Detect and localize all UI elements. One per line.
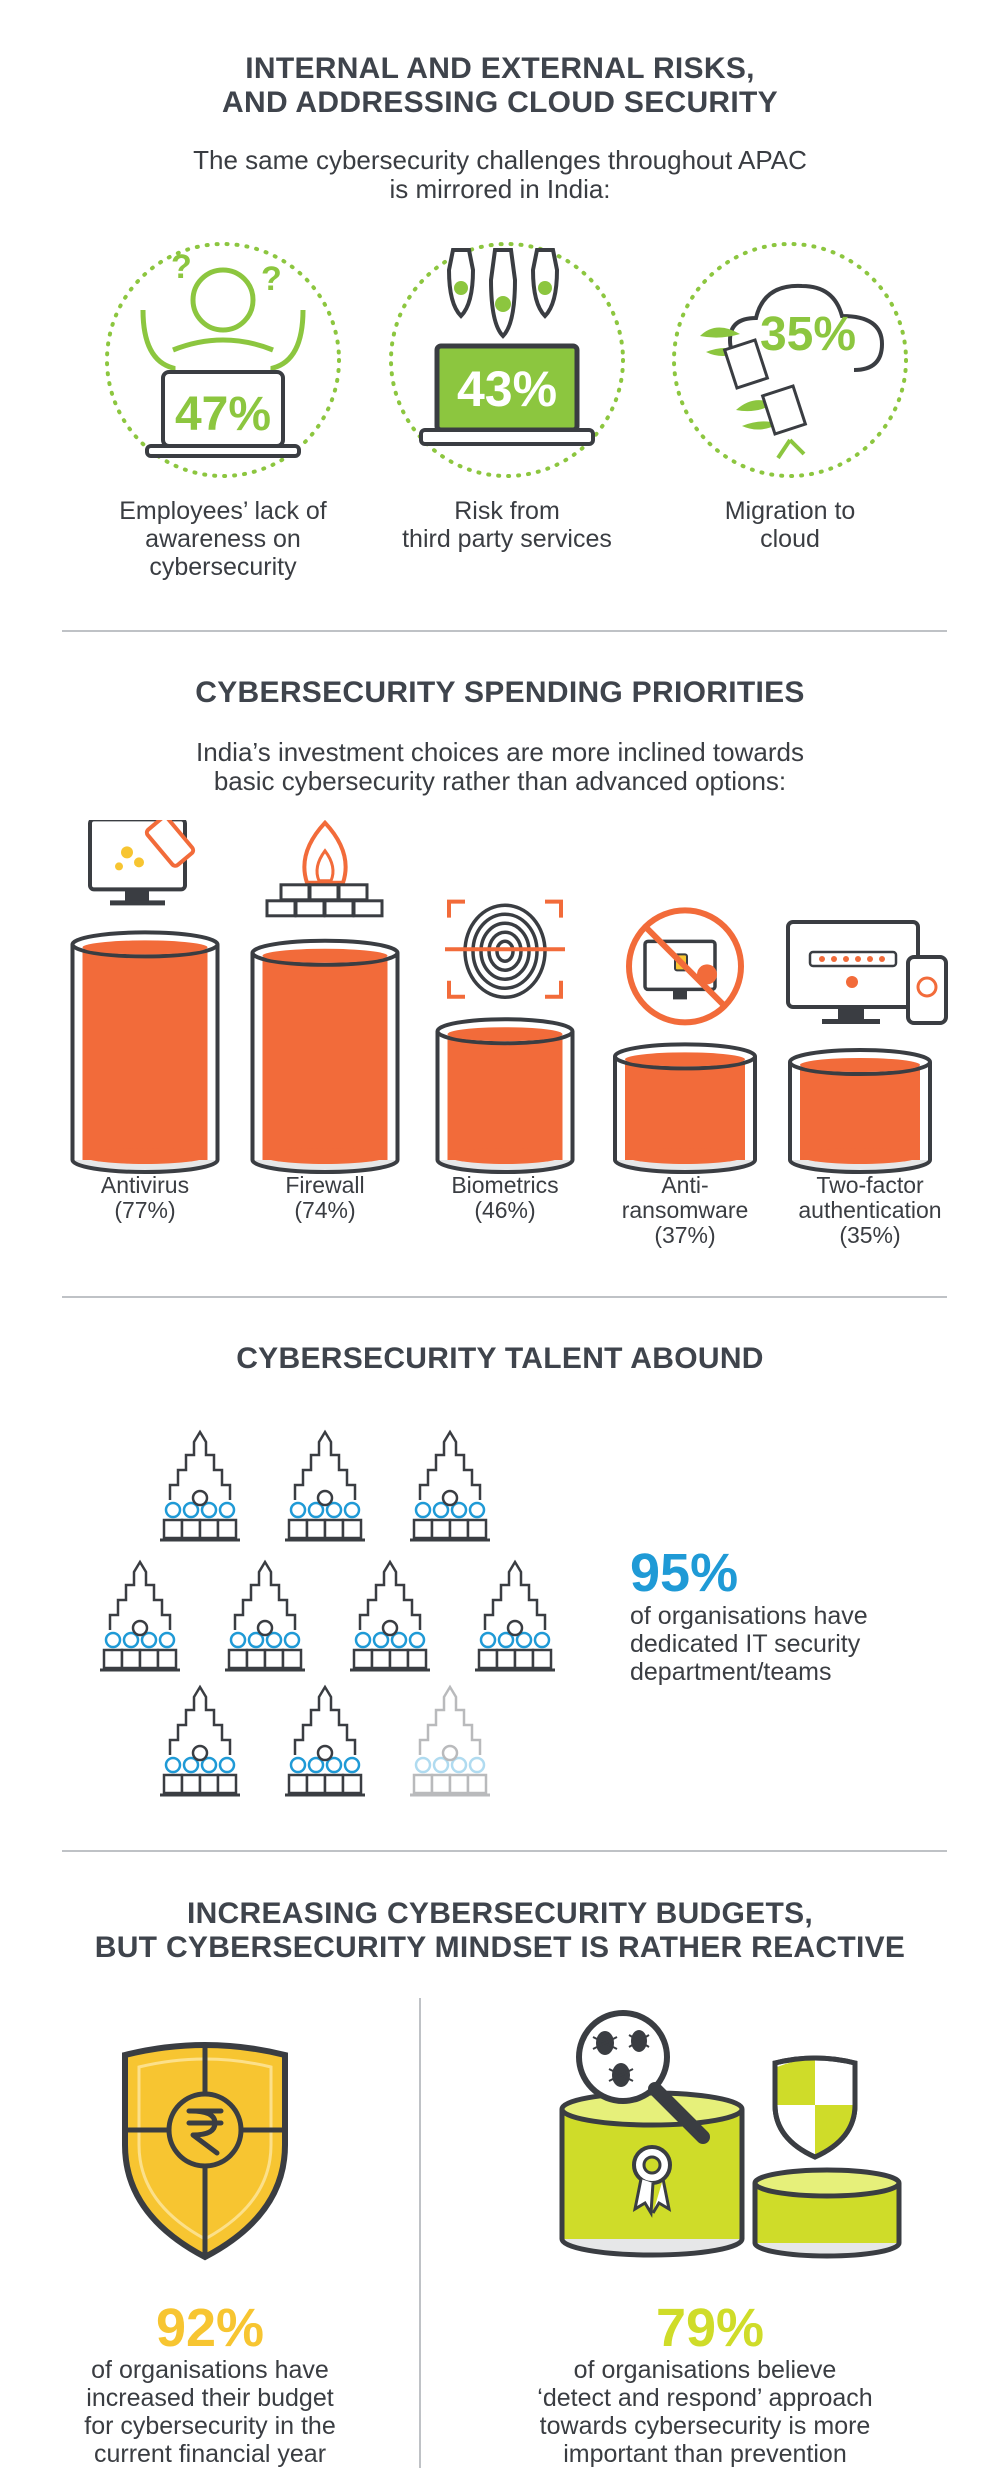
budget-stat-text: of organisations have increased their bu…: [84, 2356, 336, 2468]
spend-label-anti-ransomware: Anti-ransomware (37%): [621, 1172, 749, 1248]
risk-label-1: Employees’ lack of awareness on cybersec…: [119, 497, 327, 581]
spend-label-antivirus: Antivirus (77%): [100, 1172, 190, 1223]
risk-label-2: Risk from third party services: [402, 497, 612, 553]
risk-label-3: Migration to cloud: [724, 497, 856, 553]
spend-label-two-factor: Two-factor authentication (35%): [798, 1172, 942, 1248]
spend-label-firewall: Firewall (74%): [285, 1172, 365, 1223]
risk-value-2: 43%: [457, 361, 557, 417]
talent-stat-value: 95%: [630, 1543, 739, 1603]
two-factor-devices-icon: [786, 920, 948, 1025]
section3-title: CYBERSECURITY TALENT ABOUND: [236, 1342, 764, 1375]
detect-stat-text: of organisations believe ‘detect and res…: [537, 2356, 873, 2468]
team-building-icons: [100, 1429, 555, 1797]
confused-person-laptop-icon: ? ? 47%: [103, 240, 343, 480]
team-icon-0: [160, 1429, 240, 1542]
spend-bar-1: [250, 938, 400, 1174]
svg-text:?: ?: [261, 260, 282, 298]
team-icon-6: [475, 1559, 555, 1672]
spend-bar-0: [70, 930, 220, 1174]
section2-title: CYBERSECURITY SPENDING PRIORITIES: [195, 676, 805, 709]
team-icon-3: [100, 1559, 180, 1672]
detect-stat-value: 79%: [655, 2298, 765, 2358]
fingerprint-icon: [445, 899, 565, 999]
team-icon-5: [350, 1559, 430, 1672]
divider-2: [62, 1296, 947, 1298]
team-icon-8: [285, 1684, 365, 1797]
team-icon-4: [225, 1559, 305, 1672]
section1-subtitle: The same cybersecurity challenges throug…: [193, 145, 807, 204]
budget-stat-value: 92%: [155, 2298, 265, 2358]
section4-vertical-divider: [419, 1998, 421, 2468]
team-icon-7: [160, 1684, 240, 1797]
team-icon-1: [285, 1429, 365, 1542]
firewall-icon: [265, 820, 384, 918]
cloud-documents-icon: 35%: [670, 240, 910, 480]
risk-value-3: 35%: [760, 308, 856, 361]
no-ransomware-icon: [626, 907, 744, 1026]
team-icon-9: [410, 1684, 490, 1797]
divider-1: [62, 630, 947, 632]
spending-chart: [70, 820, 948, 1174]
spend-bar-4: [788, 1048, 932, 1174]
monitor-spray-icon: [88, 820, 196, 906]
divider-3: [62, 1850, 947, 1852]
bug-magnifier-icon: [555, 2005, 905, 2265]
talent-stat-text: of organisations have dedicated IT secur…: [630, 1602, 868, 1686]
svg-text:?: ?: [171, 248, 192, 286]
spend-bar-3: [613, 1042, 757, 1174]
team-icon-2: [410, 1429, 490, 1542]
virus-bombs-laptop-icon: 43%: [387, 240, 627, 480]
section1-title: INTERNAL AND EXTERNAL RISKS, AND ADDRESS…: [222, 52, 778, 119]
rupee-shield-icon: [115, 2035, 295, 2265]
section4-title: INCREASING CYBERSECURITY BUDGETS, BUT CY…: [94, 1897, 906, 1964]
spend-label-biometrics: Biometrics (46%): [451, 1172, 559, 1223]
section2-subtitle: India’s investment choices are more incl…: [196, 737, 804, 796]
risk-value-1: 47%: [175, 388, 271, 441]
spend-bar-2: [435, 1017, 575, 1174]
